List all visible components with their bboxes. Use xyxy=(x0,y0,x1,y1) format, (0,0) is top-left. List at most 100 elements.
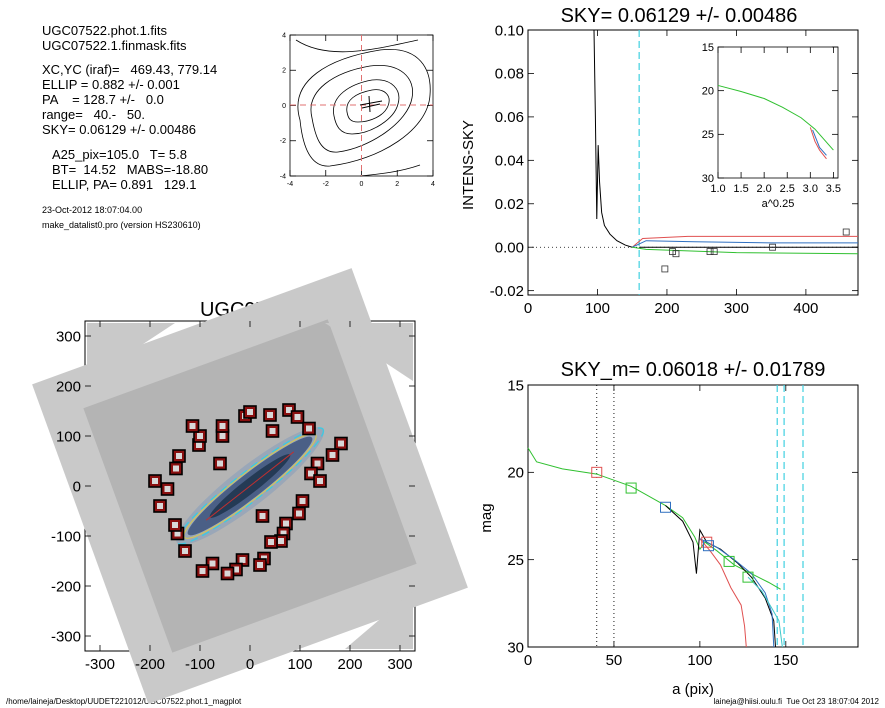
x-tick-label: 300 xyxy=(387,656,412,673)
param-sky: SKY= 0.06129 +/- 0.00486 xyxy=(42,122,196,137)
x-tick-label: 50 xyxy=(606,652,623,669)
image-corner-patch xyxy=(325,323,413,381)
footer-user-date: laineja@hiisi.oulu.fi Tue Oct 23 18:07:0… xyxy=(713,697,879,706)
x-tick-label: 0 xyxy=(246,656,254,673)
intensity-marker xyxy=(661,265,669,273)
x-tick-label: 3.0 xyxy=(803,183,818,195)
x-tick-label: 200 xyxy=(654,300,679,317)
x-tick-label: 4 xyxy=(431,181,435,188)
y-tick-label: 4 xyxy=(282,32,286,39)
y-tick-label: 25 xyxy=(702,129,714,141)
x-tick-label: -2 xyxy=(323,181,329,188)
masked-star-core xyxy=(173,465,179,472)
masked-star-core xyxy=(259,513,266,519)
masked-star-core xyxy=(329,452,336,458)
y-tick-label: 20 xyxy=(507,465,524,482)
intensity-marker xyxy=(769,243,776,251)
program-version: make_datalist0.pro (version HS230610) xyxy=(42,220,201,230)
fitted-ellipse xyxy=(175,427,325,545)
y-tick-label: 0.02 xyxy=(495,196,524,213)
mag-series-1 xyxy=(665,505,776,648)
masked-star-core xyxy=(224,570,231,577)
masked-star-core xyxy=(199,568,206,574)
intensity-marker xyxy=(669,248,676,255)
timestamp: 23-Oct-2012 18:07:04.00 xyxy=(42,205,143,215)
masked-star-core xyxy=(306,425,312,432)
y-tick-label: -4 xyxy=(280,173,286,180)
masked-star-core xyxy=(189,423,196,429)
x-tick-label: 1.5 xyxy=(733,183,748,195)
masked-star-core xyxy=(299,498,306,504)
masked-star-core xyxy=(294,414,301,420)
mag-plot-xlabel: a (pix) xyxy=(672,681,714,698)
mag-plot-title: SKY_m= 0.06018 +/- 0.01789 xyxy=(561,359,826,381)
mag-bt: BT= 14.52 MABS=-18.80 xyxy=(52,162,209,177)
y-tick-label: 0.04 xyxy=(495,153,524,170)
y-tick-label: 20 xyxy=(702,86,714,98)
y-tick-label: 2 xyxy=(282,68,286,75)
masked-star-core xyxy=(269,428,276,434)
masked-star-core xyxy=(308,470,314,477)
mag-marker-square xyxy=(742,571,754,583)
mag-marker-square xyxy=(591,466,603,478)
intensity-marker xyxy=(706,248,714,255)
mag-marker-square xyxy=(701,536,713,548)
magnitude-profile-plot: SKY_m= 0.06018 +/- 0.01789 mag a (pix) 0… xyxy=(478,359,859,698)
y-tick-label: 0.08 xyxy=(495,66,524,83)
intensity-series-3 xyxy=(632,246,859,255)
mag-marker-square xyxy=(660,501,671,513)
mag-marker-square xyxy=(625,482,637,494)
mag-ellip-pa: ELLIP, PA= 0.891 129.1 xyxy=(52,177,197,192)
x-tick-label: 400 xyxy=(793,300,818,317)
masked-star-core xyxy=(296,510,302,517)
masked-star-core xyxy=(283,520,289,527)
intensity-marker xyxy=(672,250,680,258)
file-name-phot: UGC07522.phot.1.fits xyxy=(42,23,168,38)
x-tick-label: -4 xyxy=(287,181,293,188)
masked-star-core xyxy=(217,460,223,467)
x-tick-label: 100 xyxy=(287,656,312,673)
masked-star-core xyxy=(219,423,226,429)
masked-star-core xyxy=(314,460,321,467)
masked-star-core xyxy=(172,522,178,528)
galaxy-image-plot: UGC07522 -300-200-1000100200300-300-200-… xyxy=(32,268,468,704)
param-ellip: ELLIP = 0.882 +/- 0.001 xyxy=(42,77,180,92)
footer-path: /home/laineja/Desktop/UUDET221012/UGC075… xyxy=(6,697,242,706)
x-tick-label: 300 xyxy=(724,300,749,317)
x-tick-label: 2.0 xyxy=(757,183,772,195)
x-tick-label: 1.0 xyxy=(710,183,725,195)
y-tick-label: 0 xyxy=(282,103,286,110)
y-tick-label: -100 xyxy=(51,528,81,545)
masked-star-core xyxy=(209,560,216,567)
y-tick-label: 15 xyxy=(507,377,524,394)
x-tick-label: 200 xyxy=(337,656,362,673)
x-tick-label: 0 xyxy=(524,652,532,669)
contour-curve xyxy=(359,164,421,177)
intensity-plot-ylabel: INTENS-SKY xyxy=(460,120,477,210)
image-corner-patch xyxy=(345,591,413,649)
contour-curve xyxy=(297,48,431,167)
y-tick-label: 100 xyxy=(56,428,81,445)
y-tick-label: -0.02 xyxy=(490,283,524,300)
y-tick-label: 0 xyxy=(73,478,81,495)
masked-star-core xyxy=(239,557,246,563)
y-tick-label: -2 xyxy=(280,138,286,145)
inset-series-2 xyxy=(812,129,827,156)
intensity-series-2 xyxy=(631,240,858,248)
masked-star-core xyxy=(286,407,292,413)
center-marker xyxy=(359,95,383,113)
y-tick-label: 30 xyxy=(702,173,714,185)
masked-star-core xyxy=(268,539,274,545)
y-tick-label: 25 xyxy=(507,552,524,569)
intensity-profile-plot: SKY= 0.06129 +/- 0.00486 INTENS-SKY 0 100… xyxy=(460,5,859,317)
inset-xlabel: a^0.25 xyxy=(762,198,795,210)
x-tick-label: 3.5 xyxy=(826,183,841,195)
contour-curve xyxy=(346,89,390,123)
masked-star-core xyxy=(257,562,263,568)
inset-series-1 xyxy=(809,127,827,160)
intensity-plot-title: SKY= 0.06129 +/- 0.00486 xyxy=(561,5,798,27)
y-tick-label: 15 xyxy=(702,42,714,54)
y-tick-label: -200 xyxy=(51,578,81,595)
masked-star-core xyxy=(280,530,287,537)
